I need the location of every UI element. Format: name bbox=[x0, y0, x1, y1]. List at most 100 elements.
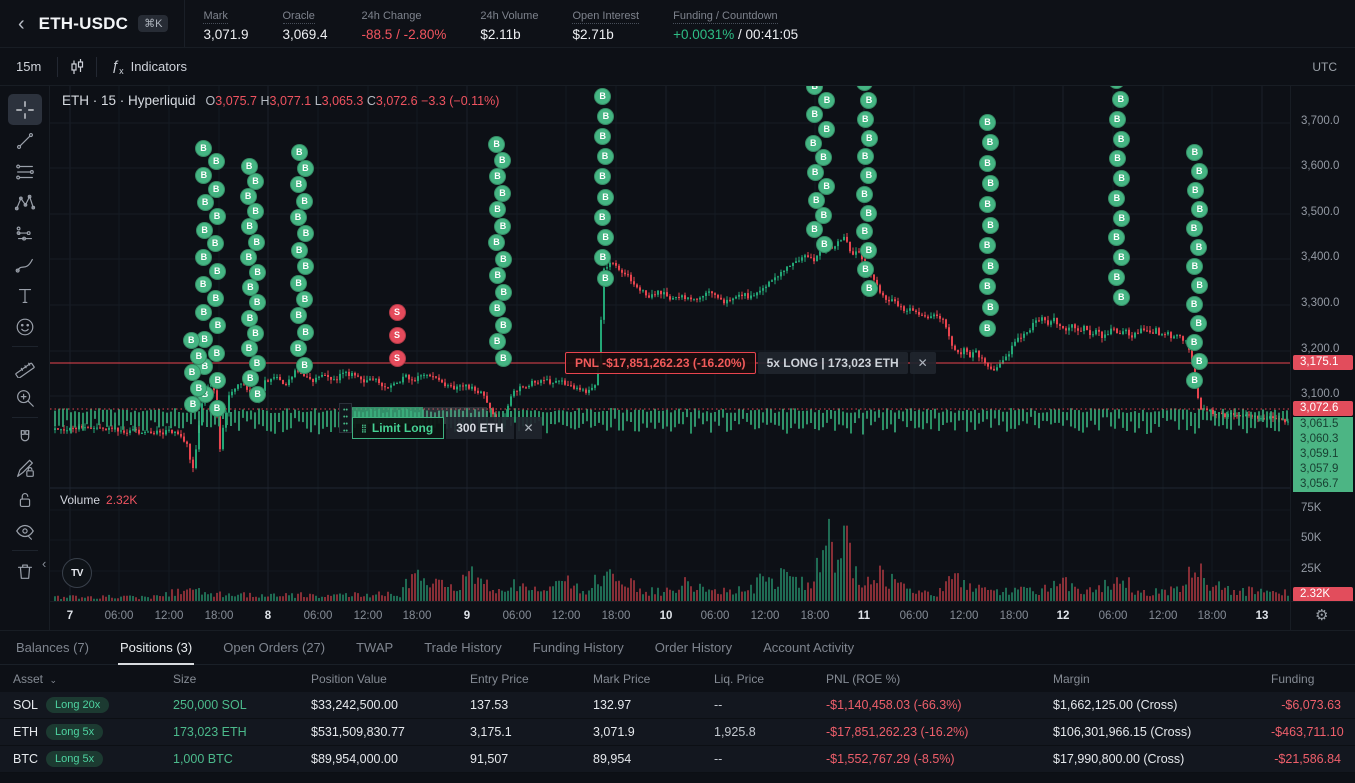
price-axis[interactable]: 3,700.0 3,600.0 3,500.0 3,400.0 3,300.0 3,200… bbox=[1290, 86, 1355, 602]
tab-balances-7[interactable]: Balances (7) bbox=[16, 640, 89, 655]
stat-oracle: Oracle 3,069.4 bbox=[282, 6, 328, 42]
buy-fill-marker: B bbox=[296, 159, 314, 177]
buy-fill-marker: B bbox=[1112, 288, 1130, 306]
xabcd-pattern-tool[interactable] bbox=[8, 187, 42, 218]
timezone-button[interactable]: UTC bbox=[1312, 59, 1337, 74]
buy-fill-marker: B bbox=[815, 206, 833, 224]
time-tick: 12 bbox=[1056, 610, 1070, 622]
crosshair-icon bbox=[15, 100, 34, 119]
text-tool[interactable] bbox=[8, 280, 42, 311]
volume-legend: Volume 2.32K bbox=[60, 493, 138, 507]
lock-all-tool[interactable] bbox=[8, 484, 42, 515]
emoji-tool[interactable] bbox=[8, 311, 42, 342]
buy-fill-marker: B bbox=[489, 267, 507, 285]
position-row-eth[interactable]: ETH Long 5x 173,023 ETH $531,509,830.77 3,17… bbox=[0, 719, 1355, 746]
drawing-lock-icon bbox=[16, 459, 34, 477]
candlestick-chart bbox=[50, 86, 1290, 601]
pnl-label[interactable]: PNL -$17,851,262.23 (-16.20%) bbox=[565, 352, 756, 374]
candle-style-button[interactable] bbox=[58, 53, 96, 81]
zoom-in-tool[interactable] bbox=[8, 382, 42, 413]
buy-fill-marker: B bbox=[860, 167, 878, 185]
trend-line-tool[interactable] bbox=[8, 125, 42, 156]
buy-fill-marker: B bbox=[195, 166, 213, 184]
col-header-asset[interactable]: Asset ⌄ bbox=[13, 671, 58, 686]
position-size-label[interactable]: 5x LONG | 173,023 ETH bbox=[757, 352, 908, 374]
cancel-limit-order-button[interactable]: ✕ bbox=[515, 417, 542, 439]
tab-account-activity[interactable]: Account Activity bbox=[763, 640, 855, 655]
buy-fill-marker: B bbox=[978, 278, 996, 296]
buy-fill-marker: B bbox=[1108, 268, 1126, 286]
position-row-btc[interactable]: BTC Long 5x 1,000 BTC $89,954,000.00 91,507 8… bbox=[0, 746, 1355, 773]
cell: -$1,552,767.29 (-8.5%) bbox=[826, 752, 955, 766]
collapse-panel-chevron[interactable]: ‹ bbox=[42, 556, 47, 571]
cell: 132.97 bbox=[593, 698, 632, 712]
crosshair-tool[interactable] bbox=[7, 94, 42, 125]
stat-label: 24h Volume bbox=[480, 9, 539, 22]
price-tick: 3,300.0 bbox=[1301, 297, 1340, 309]
fib-retracement-tool[interactable] bbox=[8, 156, 42, 187]
buy-fill-marker: B bbox=[241, 370, 259, 388]
buy-fill-marker: B bbox=[495, 283, 513, 301]
asset-cell: ETH Long 5x bbox=[13, 724, 173, 740]
buy-fill-marker: B bbox=[1190, 238, 1208, 256]
drawing-lock-tool[interactable] bbox=[8, 453, 42, 484]
ruler-tool[interactable] bbox=[8, 351, 42, 382]
magnet-tool[interactable] bbox=[8, 422, 42, 453]
axis-settings-gear-icon[interactable]: ⚙ bbox=[1315, 607, 1329, 624]
limit-order-drag-handle[interactable]: •• •• •• •• bbox=[339, 403, 352, 435]
chart-canvas[interactable]: ETH · 15 · Hyperliquid O3,075.7 H3,077.1… bbox=[50, 86, 1290, 601]
buy-fill-marker: B bbox=[1186, 143, 1204, 161]
buy-fill-marker: B bbox=[815, 235, 833, 253]
position-row-sol[interactable]: SOL Long 20x 250,000 SOL $33,242,500.00 137.… bbox=[0, 692, 1355, 719]
timeframe-button[interactable]: 15m bbox=[16, 59, 42, 74]
price-tick: 3,600.0 bbox=[1301, 160, 1340, 172]
buy-fill-marker: B bbox=[296, 356, 314, 374]
buy-fill-marker: B bbox=[296, 290, 314, 308]
buy-fill-marker: B bbox=[1185, 333, 1203, 351]
time-axis[interactable]: 7 06:00 12:00 18:00 8 06:00 12:00 18:00 9 06:00 12… bbox=[50, 601, 1290, 631]
header: ‹ ETH-USDC ⌘K Mark 3,071.9 Oracle 3,069.4 24… bbox=[0, 0, 1355, 48]
stat-value: +0.0031% / 00:41:05 bbox=[673, 26, 799, 42]
buy-fill-marker: B bbox=[856, 223, 874, 241]
buy-fill-marker: B bbox=[297, 258, 315, 276]
volume-tick: 50K bbox=[1301, 532, 1322, 544]
time-tick: 06:00 bbox=[700, 610, 730, 622]
limit-order-size[interactable]: 300 ETH bbox=[446, 417, 514, 439]
volume-tick: 75K bbox=[1301, 502, 1322, 514]
buy-fill-marker: B bbox=[240, 248, 258, 266]
buy-fill-marker: B bbox=[208, 399, 226, 417]
buy-fill-marker: B bbox=[804, 134, 822, 152]
brush-tool[interactable] bbox=[8, 249, 42, 280]
text-icon bbox=[18, 288, 31, 303]
time-tick: 12:00 bbox=[1148, 610, 1178, 622]
close-position-line-button[interactable]: ✕ bbox=[909, 352, 936, 374]
forecast-tool[interactable] bbox=[8, 218, 42, 249]
tab-funding-history[interactable]: Funding History bbox=[532, 640, 624, 655]
limit-order-type[interactable]: ⣿ Limit Long bbox=[352, 417, 445, 439]
stat-value: $2.71b bbox=[572, 26, 614, 42]
tab-open-orders-27[interactable]: Open Orders (27) bbox=[223, 640, 326, 655]
back-chevron-icon[interactable]: ‹ bbox=[18, 12, 25, 35]
buy-fill-marker: B bbox=[493, 151, 511, 169]
buy-fill-marker: B bbox=[1190, 352, 1208, 370]
buy-fill-marker: B bbox=[1108, 110, 1126, 128]
tradingview-logo[interactable]: TV bbox=[62, 558, 92, 588]
indicators-button[interactable]: ƒx Indicators bbox=[97, 57, 201, 76]
cell: $531,509,830.77 bbox=[311, 725, 405, 739]
pair-title[interactable]: ETH-USDC bbox=[38, 13, 129, 33]
tab-twap[interactable]: TWAP bbox=[356, 640, 394, 655]
tab-positions-3[interactable]: Positions (3) bbox=[117, 631, 195, 665]
buy-fill-marker: B bbox=[493, 184, 511, 202]
tab-order-history[interactable]: Order History bbox=[654, 640, 733, 655]
position-line-label[interactable]: PNL -$17,851,262.23 (-16.20%) 5x LONG | … bbox=[565, 352, 936, 374]
buy-fill-marker: B bbox=[1191, 200, 1209, 218]
time-tick: 13 bbox=[1255, 610, 1269, 622]
buy-fill-marker: B bbox=[190, 379, 208, 397]
buy-fill-marker: B bbox=[594, 87, 612, 105]
buy-fill-marker: B bbox=[209, 372, 227, 390]
axis-corner: ⚙ bbox=[1290, 601, 1355, 631]
limit-order-label[interactable]: ⣿ Limit Long 300 ETH ✕ bbox=[352, 417, 542, 439]
hide-drawings-tool[interactable] bbox=[8, 515, 42, 546]
tab-trade-history[interactable]: Trade History bbox=[424, 640, 502, 655]
remove-objects-tool[interactable] bbox=[8, 555, 42, 586]
